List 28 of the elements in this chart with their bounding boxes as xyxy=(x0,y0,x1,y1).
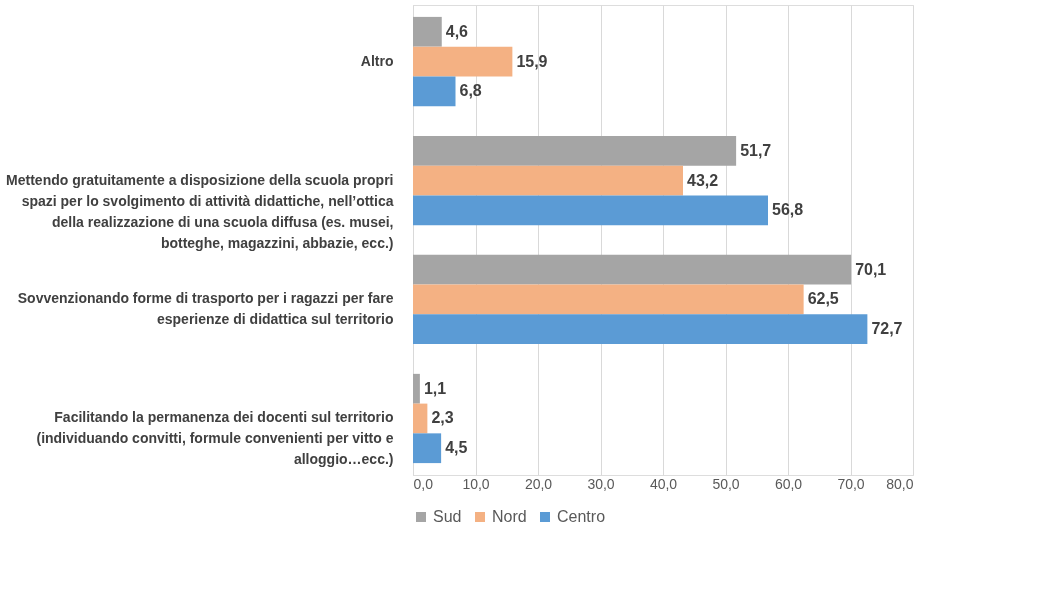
x-tick-label: 10,0 xyxy=(462,475,490,492)
y-tick-label: Sovvenzionando forme di trasporto per i ragazzi per fare esperienze di didattica sul territorio xyxy=(17,290,394,328)
data-label: 6,8 xyxy=(459,82,482,100)
x-tick-label: 0,0 xyxy=(413,475,434,492)
y-tick-label: Altro xyxy=(360,52,394,69)
x-tick-label: 30,0 xyxy=(587,475,615,492)
legend-label: Nord xyxy=(492,508,527,525)
data-label: 15,9 xyxy=(516,52,548,70)
x-tick-label: 40,0 xyxy=(649,475,678,492)
x-tick-label: 70,0 xyxy=(837,475,865,492)
data-label: 70,1 xyxy=(855,260,887,278)
data-label: 2,3 xyxy=(431,409,454,427)
data-label: 56,8 xyxy=(772,201,804,219)
data-label: 1,1 xyxy=(423,379,447,397)
y-tick-label: Mettendo gratuitamente a disposizione della scuola propri spazi per lo svolgimento di attività didattiche, nell’ottica della realizzazione di una scuola diffusa (es. musei, botteghe, magazzini, abbazie, ecc.) xyxy=(6,171,394,251)
data-label: 43,2 xyxy=(687,171,719,189)
data-label: 72,7 xyxy=(871,320,903,338)
x-tick-label: 20,0 xyxy=(524,475,553,492)
data-label: 4,5 xyxy=(445,439,468,457)
data-label: 4,6 xyxy=(445,22,469,40)
legend-label: Sud xyxy=(433,508,462,525)
y-tick-label: Facilitando la permanenza dei docenti sul territorio (individuando convitti, formule convenienti per vitto e alloggio…ecc.) xyxy=(36,409,394,468)
data-label: 62,5 xyxy=(807,290,839,308)
legend-label: Centro xyxy=(557,508,606,525)
data-label: 51,7 xyxy=(740,141,772,159)
x-tick-label: 80,0 xyxy=(886,475,914,492)
x-tick-label: 60,0 xyxy=(774,475,803,492)
x-tick-label: 50,0 xyxy=(712,475,740,492)
